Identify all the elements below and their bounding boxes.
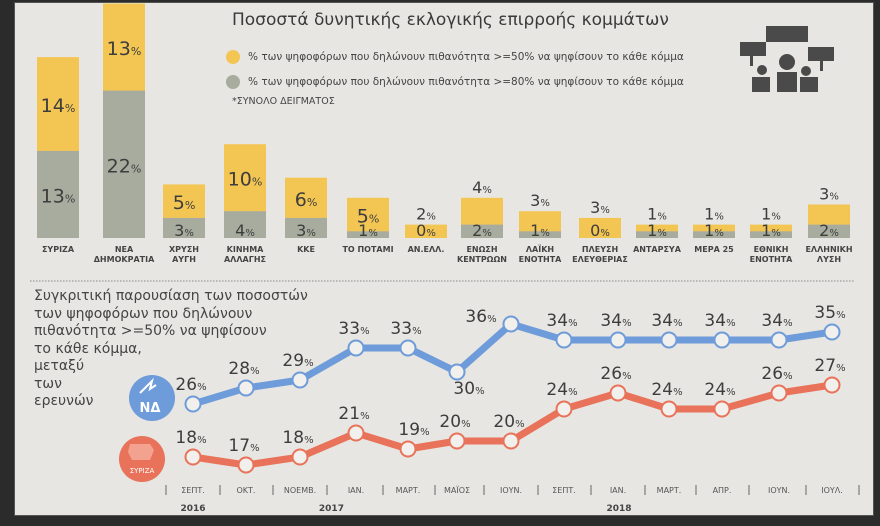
line-title-6: των: [34, 375, 62, 392]
line-title-2: των ψηφοφόρων που δηλώνουν: [34, 305, 253, 322]
line-title-7: ερευνών: [34, 393, 94, 409]
syriza-logo-text: ΣΥΡΙΖΑ: [129, 467, 155, 475]
legend-label: % των ψηφοφόρων που δηλώνουν πιθανότητα …: [248, 51, 684, 63]
line-title-5: μεταξύ: [34, 358, 85, 374]
line-title-1: Συγκριτική παρουσίαση των ποσοστών: [34, 288, 308, 304]
line-title-4: το κάθε κόμμα,: [34, 340, 142, 357]
chart-title: Ποσοστά δυνητικής εκλογικής επιρροής κομ…: [232, 10, 669, 30]
line-chart-title: Συγκριτική παρουσίαση των ποσοστών των ψ…: [34, 288, 308, 411]
legend-label: % των ψηφοφόρων που δηλώνουν πιθανότητα …: [248, 76, 684, 88]
sample-note: *ΣΥΝΟΛΟ ΔΕΙΓΜΑΤΟΣ: [232, 96, 335, 107]
legend-item-80: % των ψηφοφόρων που δηλώνουν πιθανότητα …: [226, 75, 684, 89]
legend-item-50: % των ψηφοφόρων που δηλώνουν πιθανότητα …: [226, 50, 684, 64]
legend-swatch-grey: [226, 75, 240, 89]
legend-swatch-yellow: [226, 50, 240, 64]
line-title-3: πιθανότητα >=50% να ψηφίσουν: [34, 323, 267, 339]
